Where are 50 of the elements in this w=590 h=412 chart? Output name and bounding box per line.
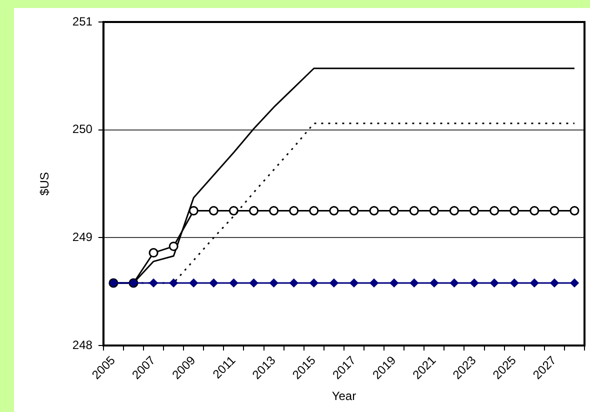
- point: [409, 206, 419, 216]
- point: [209, 278, 218, 288]
- x-axis-title: Year: [332, 389, 356, 404]
- point: [389, 206, 399, 216]
- point: [269, 206, 279, 216]
- point: [510, 206, 520, 216]
- point: [510, 278, 519, 288]
- point: [390, 278, 398, 288]
- y-tick-label: 251: [72, 14, 93, 28]
- point: [148, 248, 158, 258]
- point: [309, 206, 319, 216]
- point: [228, 206, 238, 216]
- point: [450, 278, 458, 288]
- point: [189, 278, 198, 288]
- point: [490, 206, 500, 216]
- point: [530, 206, 540, 216]
- y-tick-label: 249: [72, 230, 93, 244]
- y-tick-label: 248: [72, 338, 93, 352]
- point: [470, 206, 480, 216]
- point: [329, 206, 339, 216]
- point: [350, 278, 358, 288]
- point: [208, 206, 218, 216]
- point: [530, 278, 539, 288]
- point: [310, 278, 318, 288]
- point: [250, 278, 258, 288]
- point: [550, 206, 560, 216]
- point: [169, 278, 178, 288]
- y-axis-title: $US: [38, 172, 52, 196]
- point: [249, 206, 259, 216]
- point: [550, 278, 559, 288]
- point: [570, 278, 579, 288]
- point: [168, 242, 178, 252]
- point: [429, 206, 439, 216]
- point: [470, 278, 479, 288]
- point: [330, 278, 338, 288]
- point: [270, 278, 278, 288]
- point: [490, 278, 499, 288]
- point: [289, 206, 299, 216]
- point: [229, 278, 238, 288]
- point: [290, 278, 298, 288]
- y-tick-label: 250: [72, 122, 93, 136]
- point: [149, 278, 158, 288]
- point: [369, 206, 379, 216]
- point: [430, 278, 438, 288]
- point: [410, 278, 418, 288]
- point: [188, 206, 198, 216]
- point: [349, 206, 359, 216]
- point: [370, 278, 378, 288]
- point: [449, 206, 459, 216]
- point: [570, 206, 580, 216]
